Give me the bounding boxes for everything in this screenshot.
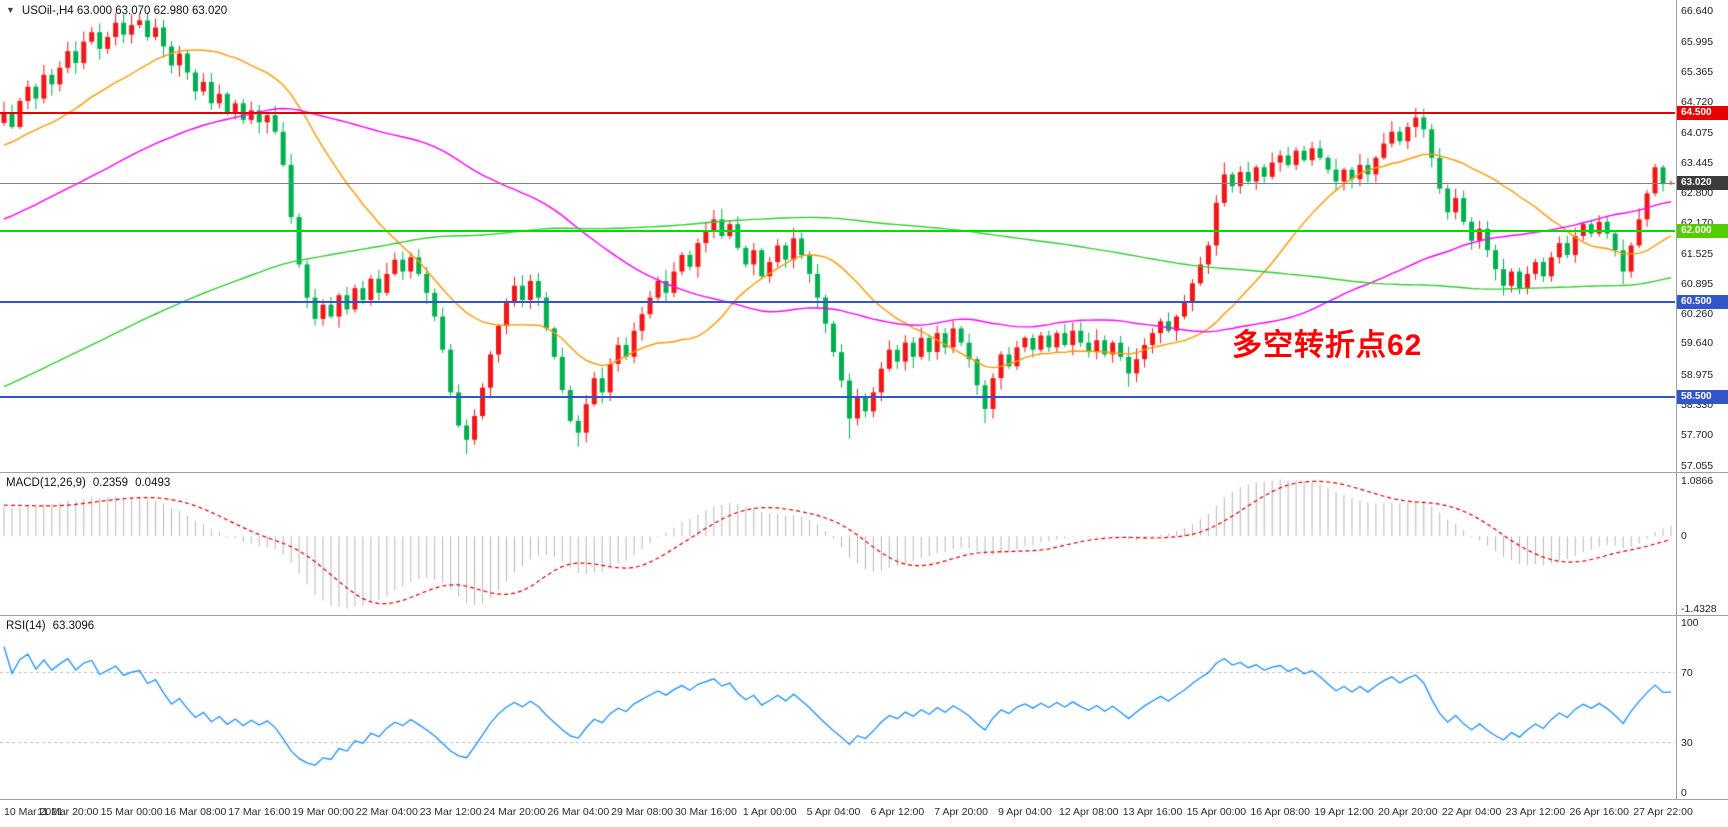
time-axis[interactable]: 10 Mar 2021 11 Mar 20:00 15 Mar 00:00 16 Ma… [0,799,1728,827]
time-axis-label: 26 Apr 16:00 [1569,806,1629,818]
time-axis-label: 7 Apr 20:00 [934,806,988,818]
time-axis-label: 6 Apr 12:00 [870,806,925,818]
price-axis-label: 60.260 [1681,307,1714,320]
price-axis-label: 57.700 [1681,429,1714,442]
symbol-ohlc-text: USOil-,H4 63.000 63.070 62.980 63.020 [21,5,228,17]
macd-indicator-label: MACD(12,26,9) 0.2359 0.0493 [6,477,170,489]
rsi-axis-label: 100 [1681,617,1699,629]
price-axis[interactable]: 66.640 65.995 65.365 64.720 64.075 63.445 62.8… [1676,0,1728,472]
level-line[interactable] [0,230,1675,233]
time-axis-label: 15 Apr 00:00 [1186,806,1247,818]
level-price-badge: 64.500 [1677,105,1728,120]
rsi-value: 63.3096 [52,620,95,632]
rsi-indicator-label: RSI(14) 63.3096 [6,620,94,632]
time-axis-label: 9 Apr 04:00 [998,806,1052,818]
macd-title: MACD(12,26,9) [6,477,86,489]
level-line[interactable] [0,111,1675,114]
time-axis-label: 13 Apr 16:00 [1122,806,1183,818]
time-axis-label: 16 Apr 08:00 [1250,806,1310,818]
level-price-badge: 62.000 [1677,224,1728,239]
rsi-canvas[interactable] [0,616,1675,799]
time-axis-label: 29 Mar 08:00 [611,806,674,818]
price-axis-label: 63.445 [1681,156,1714,169]
time-axis-label: 12 Apr 08:00 [1058,806,1119,818]
price-axis-label: 59.640 [1681,337,1714,350]
time-axis-label: 19 Apr 12:00 [1314,806,1374,818]
time-axis-label: 27 Apr 22:00 [1633,806,1693,818]
time-axis-label: 1 Apr 00:00 [742,806,797,818]
time-axis-label: 24 Mar 20:00 [483,806,546,818]
time-axis-label: 17 Mar 16:00 [228,806,291,818]
current-price-line [0,182,1675,184]
time-axis-label: 15 Mar 00:00 [100,806,163,818]
time-axis-label: 11 Mar 20:00 [37,806,99,818]
time-axis-label: 23 Mar 12:00 [419,806,482,818]
macd-canvas[interactable] [0,473,1675,615]
price-axis-label: 62.800 [1681,187,1714,200]
rsi-axis-label: 30 [1681,736,1693,749]
time-axis-label: 26 Mar 04:00 [547,806,610,818]
price-axis-label: 64.720 [1681,96,1714,109]
macd-axis-label: 0 [1681,530,1687,543]
time-axis-label: 16 Mar 08:00 [164,806,227,818]
current-price-badge: 63.020 [1677,175,1728,190]
panel-separator[interactable] [0,472,1728,473]
price-axis-label: 60.895 [1681,277,1714,290]
time-axis-label: 19 Mar 00:00 [292,806,354,818]
time-axis-label: 23 Apr 12:00 [1505,806,1566,818]
price-axis-label: 61.525 [1681,247,1714,260]
macd-panel: 1.0866 0 -1.4328 MACD(12,26,9) 0.2359 0.0493 [0,473,1728,615]
dropdown-arrow-icon[interactable]: ▼ [6,5,15,15]
rsi-axis-label: 70 [1681,666,1693,679]
time-axis-label: 10 Mar 2021 [4,806,63,818]
macd-axis-label: 1.0866 [1681,475,1714,487]
price-axis-label: 64.075 [1681,126,1714,139]
level-price-badge: 60.500 [1677,295,1728,310]
rsi-axis-label: 0 [1681,787,1687,799]
price-chart-panel: 66.640 65.995 65.365 64.720 64.075 63.445 62.8… [0,0,1728,472]
time-axis-label: 30 Mar 16:00 [674,806,737,818]
rsi-title: RSI(14) [6,620,46,632]
time-axis-label: 20 Apr 20:00 [1378,806,1438,818]
symbol-ohlc-info: ▼ USOil-,H4 63.000 63.070 62.980 63.020 [6,5,227,17]
time-axis-label: 22 Mar 04:00 [355,806,418,818]
macd-axis-label: -1.4328 [1681,602,1717,615]
panel-separator[interactable] [0,615,1728,616]
price-axis-label: 57.055 [1681,459,1714,472]
price-axis-label: 66.640 [1681,5,1714,18]
price-axis-label: 65.365 [1681,65,1714,78]
rsi-axis: 100 70 30 0 [1676,616,1728,799]
price-axis-label: 65.995 [1681,35,1714,48]
time-axis-label: 22 Apr 04:00 [1441,806,1502,818]
level-price-badge: 58.500 [1677,390,1728,405]
chart-annotation-text[interactable]: 多空转折点62 [1232,329,1423,362]
time-axis-label: 5 Apr 04:00 [806,806,861,818]
macd-main-value: 0.2359 [92,477,129,489]
rsi-panel: 100 70 30 0 RSI(14) 63.3096 [0,616,1728,799]
level-line[interactable] [0,396,1675,399]
chart-objects-overlay [0,111,1675,399]
level-line[interactable] [0,301,1675,304]
price-axis-label: 58.975 [1681,368,1714,381]
macd-signal-value: 0.0493 [135,477,171,489]
macd-axis: 1.0866 0 -1.4328 [1676,473,1728,615]
candlestick-chart-canvas[interactable] [0,0,1675,472]
